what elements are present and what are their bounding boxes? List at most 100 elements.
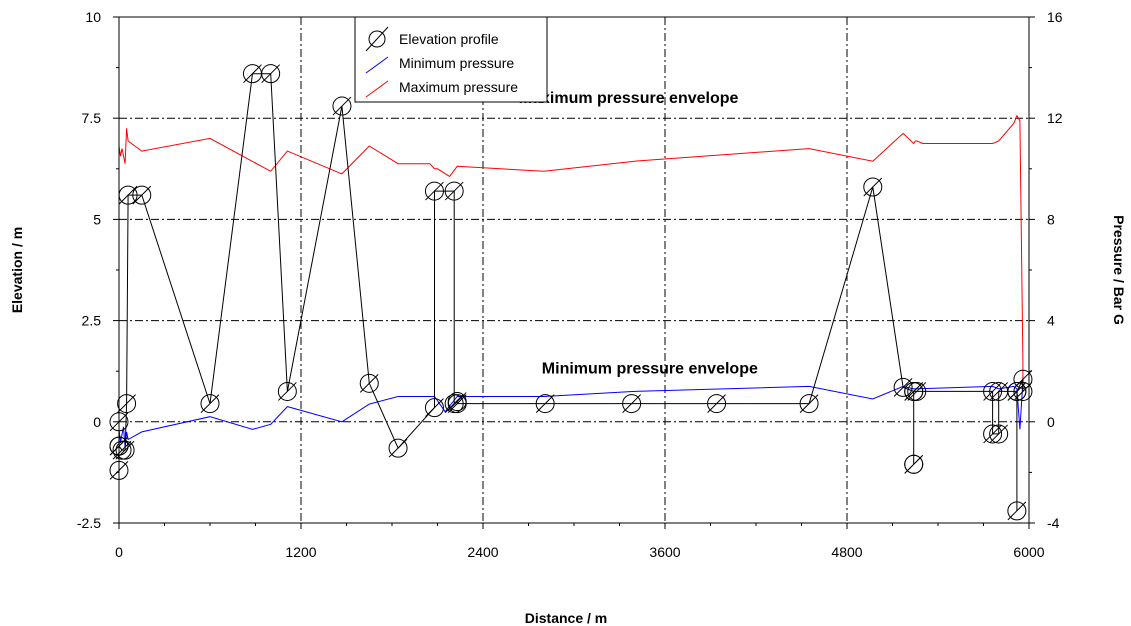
elevation-point-circle xyxy=(707,394,727,414)
elevation-point-slash xyxy=(907,382,927,401)
elevation-point-slash xyxy=(332,96,352,116)
elevation-point-slash xyxy=(132,185,152,205)
elevation-point-slash xyxy=(1007,382,1027,401)
elevation-point-slash xyxy=(707,394,726,413)
elevation-point xyxy=(893,377,913,397)
elevation-point-circle xyxy=(983,381,1003,401)
elevation-point xyxy=(359,373,379,393)
elevation-point-circle xyxy=(132,185,152,205)
legend-maximum-label: Maximum pressure xyxy=(399,79,518,95)
elevation-point xyxy=(983,424,1003,444)
elevation-point-slash xyxy=(1007,501,1027,521)
elevation-point-circle xyxy=(1007,501,1027,521)
elevation-point xyxy=(535,394,555,414)
elevation-point-slash xyxy=(112,440,132,460)
elevation-point-slash xyxy=(118,185,138,205)
elevation-point xyxy=(444,181,464,201)
elevation-profile-line xyxy=(118,73,1024,511)
elevation-point-circle xyxy=(622,394,642,414)
elevation-point-circle xyxy=(1013,369,1033,389)
elevation-point-slash xyxy=(277,382,297,401)
elevation-point-circle xyxy=(444,181,464,201)
legend-minimum-swatch xyxy=(365,56,389,74)
elevation-point-circle xyxy=(1013,381,1033,401)
legend-item-maximum: Maximum pressure xyxy=(365,79,518,98)
elevation-point xyxy=(261,64,281,84)
elevation-point xyxy=(277,381,297,401)
y-right-tick-label: 8 xyxy=(1047,211,1055,227)
legend-elevation-swatch xyxy=(365,26,389,52)
elevation-point-slash xyxy=(983,382,1002,401)
tick-layer: 0 1200 2400 3600 4800 6000 -2.5 0 2.5 5 7.5 10 -4 0 4 8… xyxy=(77,9,1063,560)
elevation-point-circle xyxy=(261,64,281,84)
elevation-point xyxy=(1007,501,1027,521)
elevation-point-circle xyxy=(904,454,924,474)
elevation-point-circle xyxy=(535,394,555,414)
elevation-point xyxy=(332,96,352,116)
elevation-point-circle xyxy=(200,394,220,414)
elevation-point-slash xyxy=(425,181,444,201)
y-right-tick-label: 4 xyxy=(1047,313,1055,329)
elevation-point xyxy=(989,424,1009,444)
elevation-point-slash xyxy=(200,394,220,413)
y-left-tick-label: 5 xyxy=(93,211,101,227)
elevation-point xyxy=(904,454,924,474)
legend-maximum-swatch xyxy=(365,80,389,98)
annotation-label: Minimum pressure envelope xyxy=(542,361,758,378)
y-left-tick-label: 0 xyxy=(93,414,101,430)
elevation-point-slash xyxy=(388,438,408,458)
elevation-point-slash xyxy=(893,378,913,397)
y-axis-right-title: Pressure / Bar G xyxy=(1111,215,1127,325)
elevation-point-circle xyxy=(447,394,467,414)
elevation-point-slash xyxy=(989,424,1009,444)
y-axis-left-title: Elevation / m xyxy=(9,227,25,313)
elevation-point xyxy=(447,394,467,414)
minimum-pressure-line xyxy=(118,381,1024,448)
elevation-point-slash xyxy=(622,394,641,413)
y-left-tick-label: 10 xyxy=(85,9,101,25)
elevation-point xyxy=(424,181,444,201)
x-tick-label: 6000 xyxy=(1013,544,1044,560)
elevation-point xyxy=(983,381,1003,401)
elevation-point-slash xyxy=(261,64,281,84)
elevation-point-slash xyxy=(904,382,924,401)
legend-elevation-label: Elevation profile xyxy=(399,31,499,47)
elevation-point-slash xyxy=(983,424,1002,444)
legend: Elevation profile Minimum pressure Maxim… xyxy=(354,16,548,103)
legend-minimum-label: Minimum pressure xyxy=(399,55,514,71)
elevation-point-circle xyxy=(277,381,297,401)
elevation-point-slash xyxy=(243,64,262,84)
x-tick-label: 3600 xyxy=(649,544,680,560)
elevation-point xyxy=(200,394,220,414)
x-axis-title: Distance / m xyxy=(525,610,607,626)
elevation-point-circle xyxy=(115,440,135,460)
elevation-point-circle xyxy=(863,177,883,197)
y-right-tick-label: -4 xyxy=(1047,515,1060,531)
elevation-point-circle xyxy=(893,377,913,397)
elevation-point xyxy=(388,438,408,458)
y-left-tick-label: 7.5 xyxy=(82,110,102,126)
x-tick-label: 4800 xyxy=(831,544,862,560)
elevation-point-slash xyxy=(425,398,444,417)
maximum-pressure-line xyxy=(118,114,1024,387)
elevation-point-slash xyxy=(989,382,1009,401)
elevation-point-slash xyxy=(863,177,883,197)
elevation-point-circle xyxy=(332,96,352,116)
elevation-point-slash xyxy=(447,394,467,413)
legend-elevation-marker-icon xyxy=(368,30,386,48)
legend-item-elevation: Elevation profile xyxy=(365,26,499,52)
x-tick-label: 2400 xyxy=(467,544,498,560)
elevation-point-slash xyxy=(444,181,464,201)
y-right-tick-label: 0 xyxy=(1047,414,1055,430)
elevation-point-slash xyxy=(359,373,379,393)
elevation-point-circle xyxy=(1007,381,1027,401)
elevation-point-circle xyxy=(388,438,408,458)
elevation-point-slash xyxy=(117,394,136,413)
elevation-point xyxy=(1007,381,1027,401)
annotation-label: Maximum pressure envelope xyxy=(519,90,739,107)
elevation-point xyxy=(622,394,642,414)
elevation-point-slash xyxy=(444,394,464,413)
elevation-point xyxy=(424,398,444,418)
elevation-point xyxy=(799,394,819,414)
